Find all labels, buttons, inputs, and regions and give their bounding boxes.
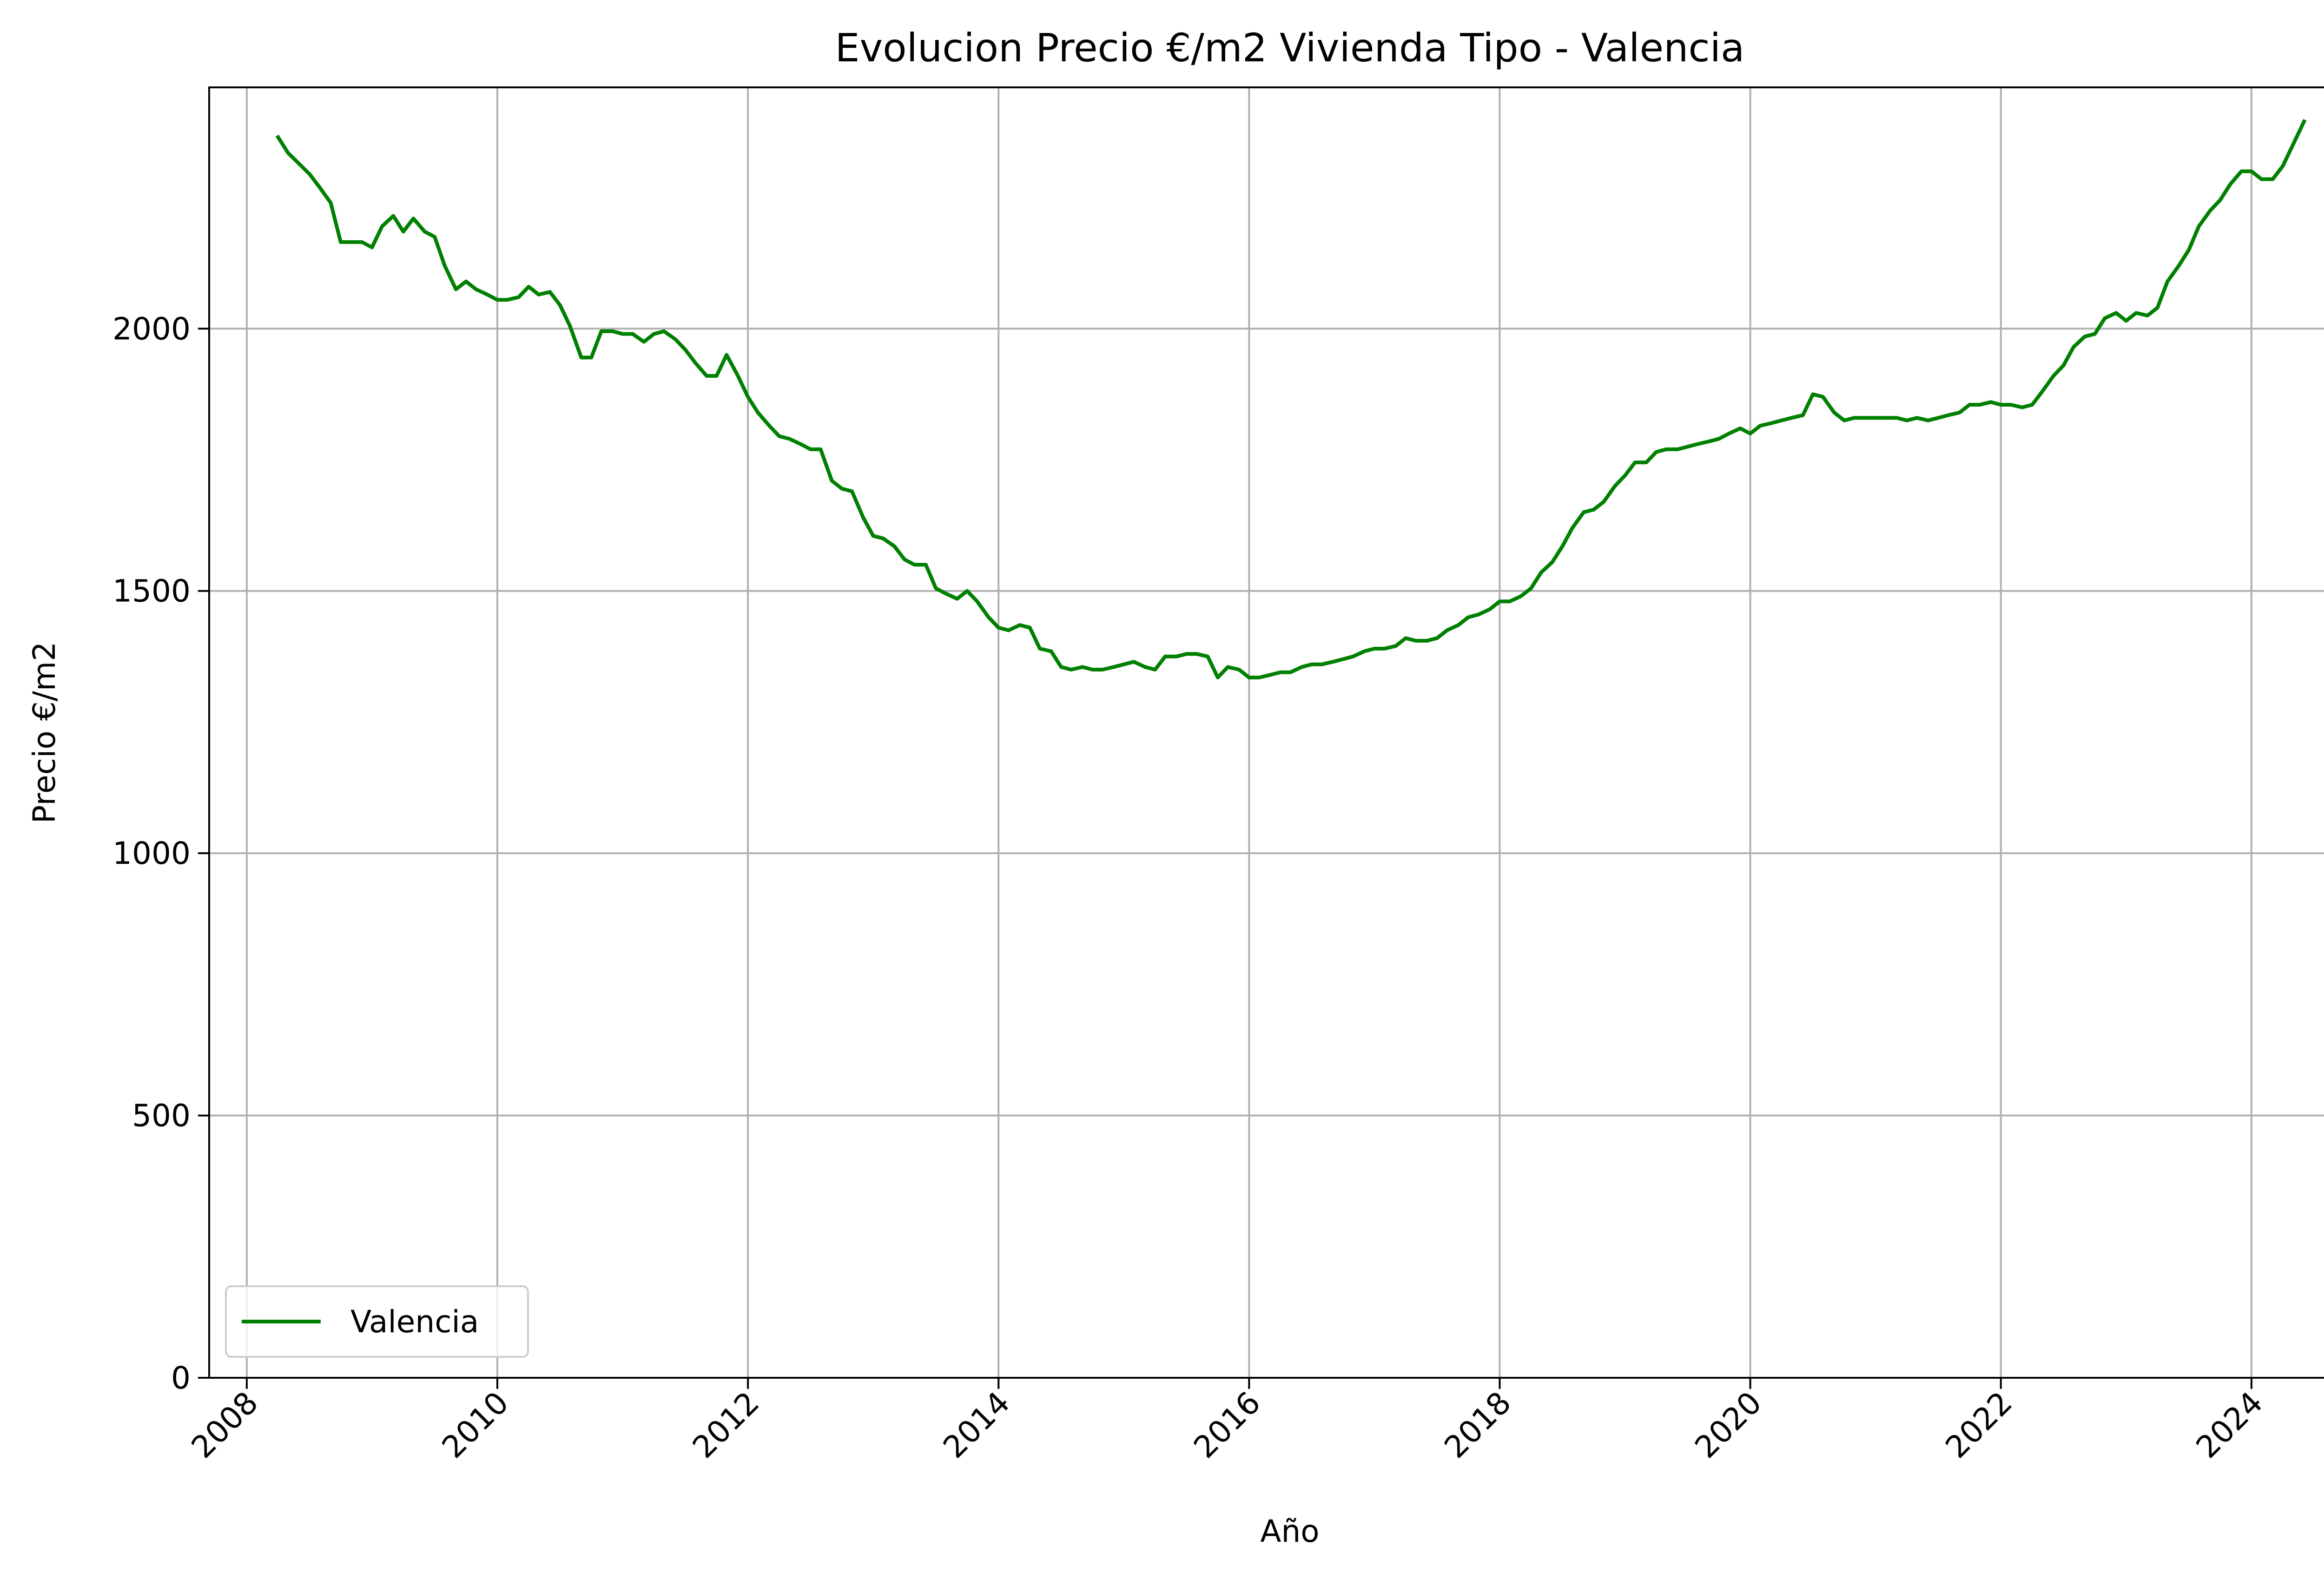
chart-title: Evolucion Precio €/m2 Vivienda Tipo - Va… (835, 25, 1744, 71)
y-tick-label: 1500 (112, 573, 191, 609)
plot-frame (208, 86, 2324, 1379)
y-tick-label: 2000 (112, 311, 191, 347)
y-axis-label: Precio €/m2 (26, 642, 62, 823)
y-tick-label: 0 (171, 1360, 191, 1396)
legend-label-valencia: Valencia (350, 1304, 479, 1340)
x-axis-label: Año (1260, 1513, 1319, 1549)
series-layer (275, 119, 2307, 679)
legend-box (225, 1285, 529, 1358)
y-tick-label: 1000 (112, 836, 191, 871)
series-line-valencia (275, 119, 2307, 679)
y-tick-label: 500 (132, 1098, 191, 1134)
legend: Valencia (225, 1285, 529, 1358)
